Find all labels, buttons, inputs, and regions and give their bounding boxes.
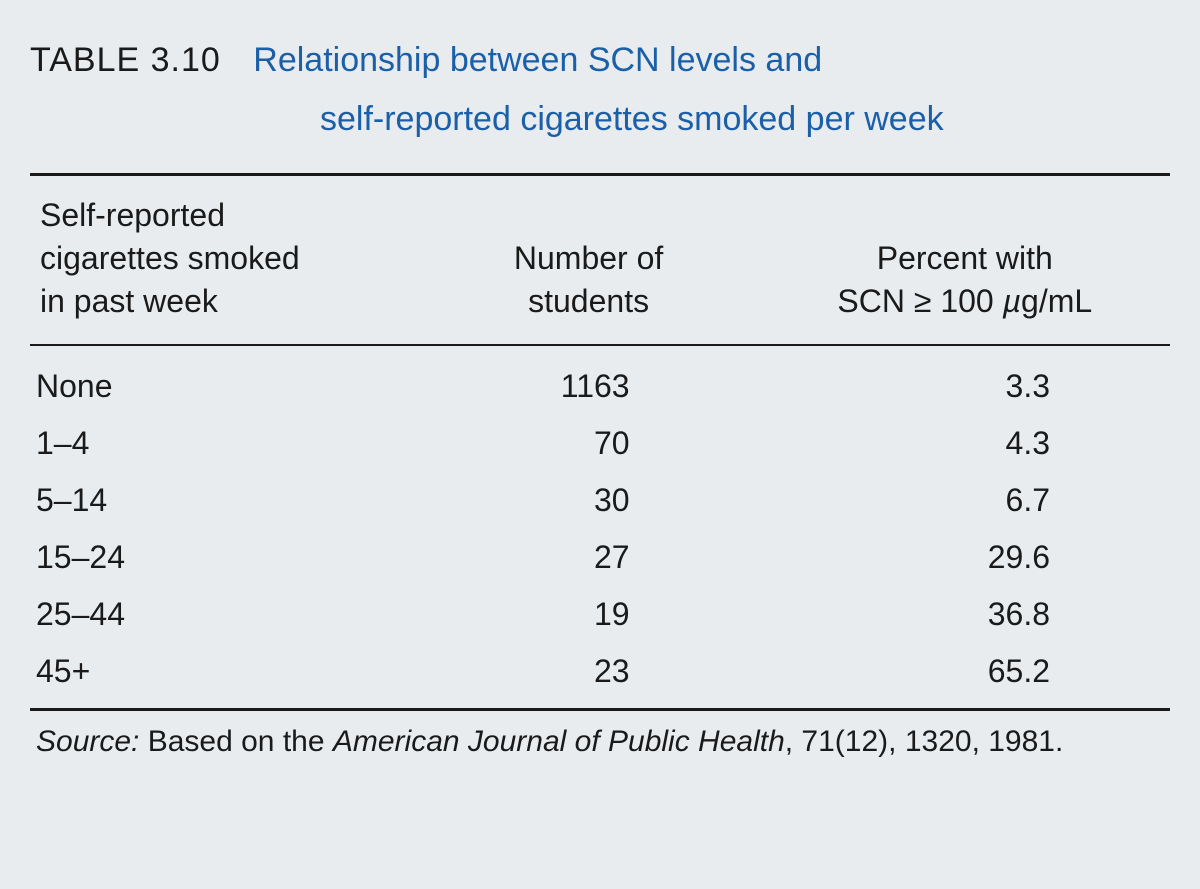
header-col1-line2: cigarettes smoked — [40, 240, 300, 276]
header-col3-line1: Percent with — [877, 240, 1053, 276]
cell-percent: 36.8 — [760, 586, 1170, 643]
table-source: Source: Based on the American Journal of… — [30, 725, 1170, 759]
mu-symbol: µ — [1003, 283, 1021, 319]
header-col3-val: 100 — [931, 283, 1002, 319]
table-header-row: Self-reported cigarettes smoked in past … — [30, 176, 1170, 345]
cell-category: 15–24 — [30, 529, 418, 586]
cell-students: 19 — [418, 586, 760, 643]
header-col1-line3: in past week — [40, 283, 218, 319]
cell-percent: 4.3 — [760, 415, 1170, 472]
cell-students: 1163 — [418, 345, 760, 415]
data-table: Self-reported cigarettes smoked in past … — [30, 176, 1170, 708]
table-label: TABLE 3.10 — [30, 41, 221, 79]
header-percent: Percent with SCN ≥ 100 µg/mL — [760, 176, 1170, 345]
cell-students: 30 — [418, 472, 760, 529]
cell-students: 70 — [418, 415, 760, 472]
table-body: None 1163 3.3 1–4 70 4.3 5–14 30 6.7 15–… — [30, 345, 1170, 708]
source-label: Source: — [36, 725, 139, 758]
cell-percent: 29.6 — [760, 529, 1170, 586]
table-row: 15–24 27 29.6 — [30, 529, 1170, 586]
cell-category: 25–44 — [30, 586, 418, 643]
table-row: 5–14 30 6.7 — [30, 472, 1170, 529]
header-col2-line2: students — [528, 283, 649, 319]
table-bottom-rule — [30, 708, 1170, 711]
cell-category: 5–14 — [30, 472, 418, 529]
cell-percent: 6.7 — [760, 472, 1170, 529]
table-row: 45+ 23 65.2 — [30, 643, 1170, 708]
cell-percent: 3.3 — [760, 345, 1170, 415]
geq-symbol: ≥ — [914, 283, 932, 319]
source-post: , 71(12), 1320, 1981. — [785, 725, 1064, 758]
cell-category: 1–4 — [30, 415, 418, 472]
table-caption: TABLE 3.10 Relationship between SCN leve… — [30, 35, 1170, 145]
header-col3-pre: SCN — [837, 283, 913, 319]
header-col1-line1: Self-reported — [40, 197, 225, 233]
cell-category: 45+ — [30, 643, 418, 708]
table-row: 1–4 70 4.3 — [30, 415, 1170, 472]
table-title-line1: Relationship between SCN levels and — [253, 41, 822, 79]
cell-students: 23 — [418, 643, 760, 708]
table-row: 25–44 19 36.8 — [30, 586, 1170, 643]
cell-percent: 65.2 — [760, 643, 1170, 708]
source-pre: Based on the — [139, 725, 332, 758]
table-row: None 1163 3.3 — [30, 345, 1170, 415]
header-category: Self-reported cigarettes smoked in past … — [30, 176, 418, 345]
header-students: Number of students — [418, 176, 760, 345]
source-journal: American Journal of Public Health — [333, 725, 785, 758]
header-col2-line1: Number of — [514, 240, 663, 276]
cell-students: 27 — [418, 529, 760, 586]
header-col3-unit: g/mL — [1021, 283, 1092, 319]
cell-category: None — [30, 345, 418, 415]
table-title-line2: self-reported cigarettes smoked per week — [320, 94, 1170, 145]
